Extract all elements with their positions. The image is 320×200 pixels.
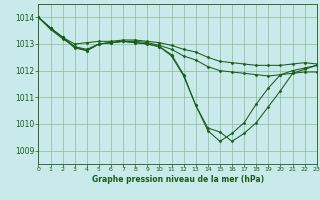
X-axis label: Graphe pression niveau de la mer (hPa): Graphe pression niveau de la mer (hPa) xyxy=(92,175,264,184)
